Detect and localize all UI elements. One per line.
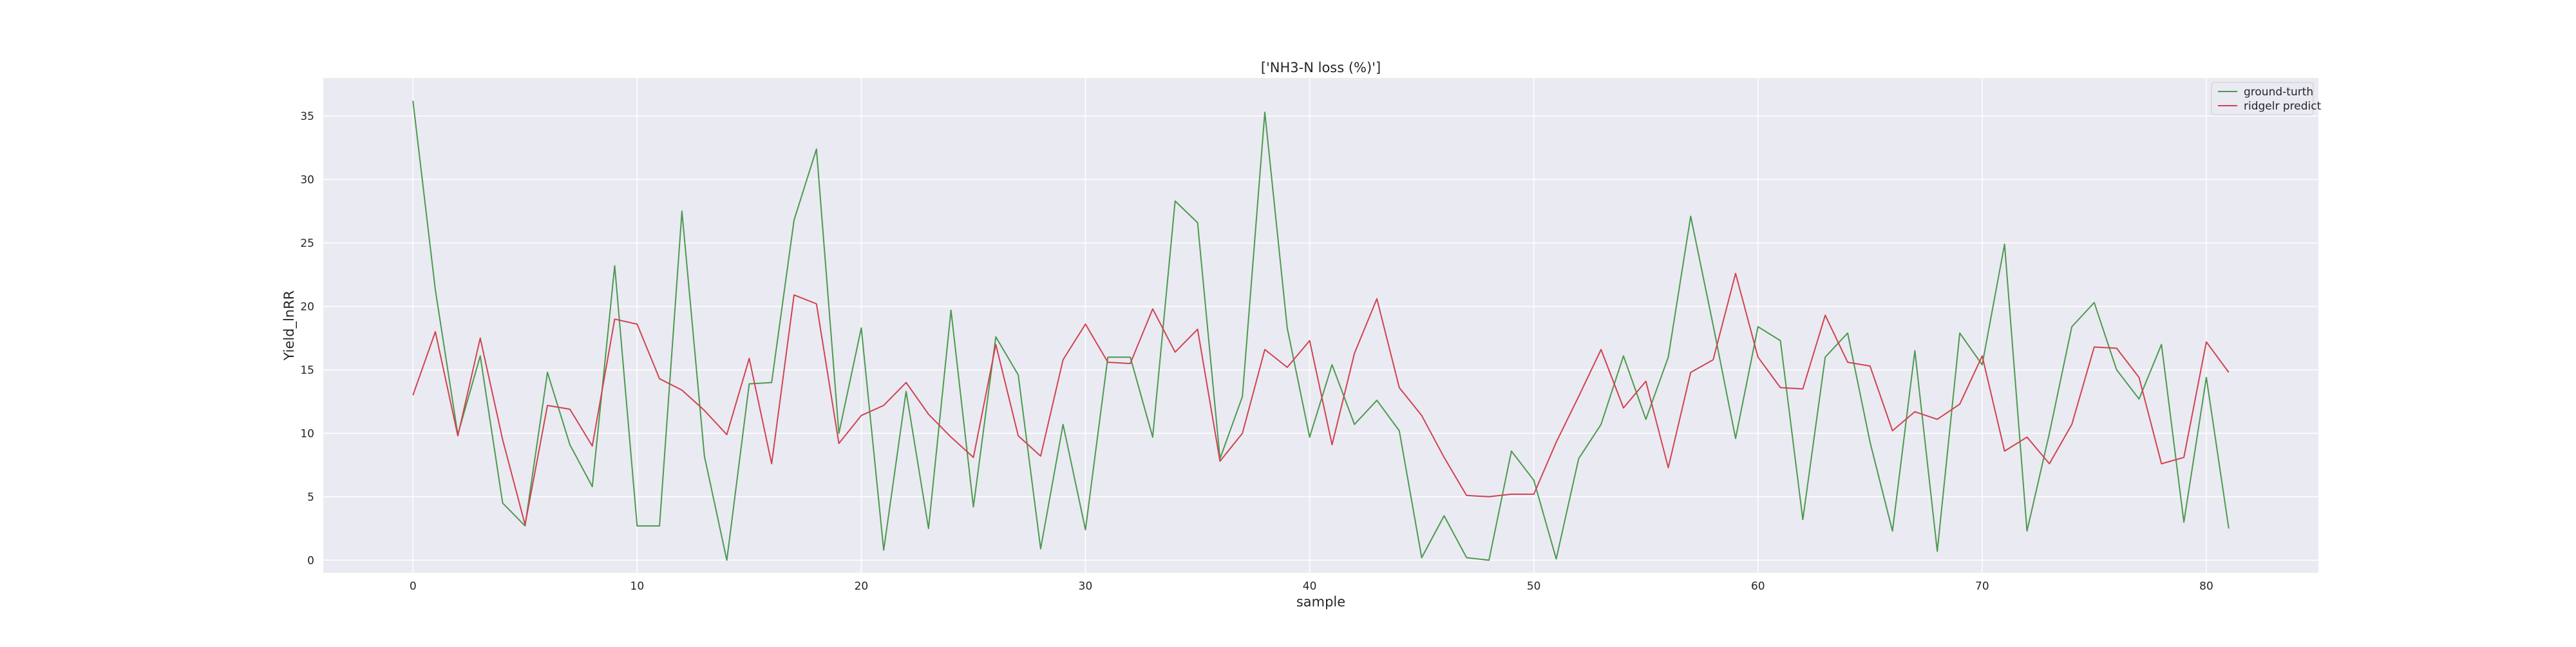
tick-labels: 0 10 20 30 40 50 60 70 80 0 5 10 15 20 25 30 35	[300, 110, 2213, 593]
x-axis-label: sample	[1296, 594, 1345, 610]
y-tick-label: 10	[300, 427, 314, 440]
grid-lines	[323, 78, 2318, 573]
y-tick-label: 35	[300, 110, 314, 123]
legend-box	[2211, 82, 2314, 115]
x-tick-label: 80	[2199, 580, 2213, 593]
x-tick-label: 0	[410, 580, 417, 593]
x-tick-label: 70	[1975, 580, 1989, 593]
y-tick-label: 0	[307, 554, 314, 567]
x-tick-label: 40	[1303, 580, 1317, 593]
x-tick-label: 60	[1751, 580, 1765, 593]
y-tick-label: 30	[300, 174, 314, 187]
y-tick-label: 5	[307, 491, 314, 504]
x-tick-label: 10	[630, 580, 645, 593]
series-lines	[412, 101, 2230, 561]
y-axis-label: Yield_lnRR	[281, 291, 298, 362]
y-tick-label: 15	[300, 364, 314, 377]
legend-label-ridgelr-predict: ridgelr predict	[2244, 100, 2322, 113]
legend: ground-turth ridgelr predict	[2211, 82, 2322, 115]
x-tick-label: 30	[1079, 580, 1093, 593]
series-line-ridgelr-predict	[412, 273, 2230, 526]
series-line-ground-turth	[412, 101, 2230, 561]
y-tick-label: 25	[300, 237, 314, 250]
plot-area	[323, 78, 2318, 573]
x-tick-label: 20	[855, 580, 869, 593]
y-tick-label: 20	[300, 300, 314, 313]
x-tick-label: 50	[1527, 580, 1541, 593]
chart-title: ['NH3-N loss (%)']	[1261, 60, 1381, 75]
legend-label-ground-turth: ground-turth	[2244, 86, 2313, 99]
